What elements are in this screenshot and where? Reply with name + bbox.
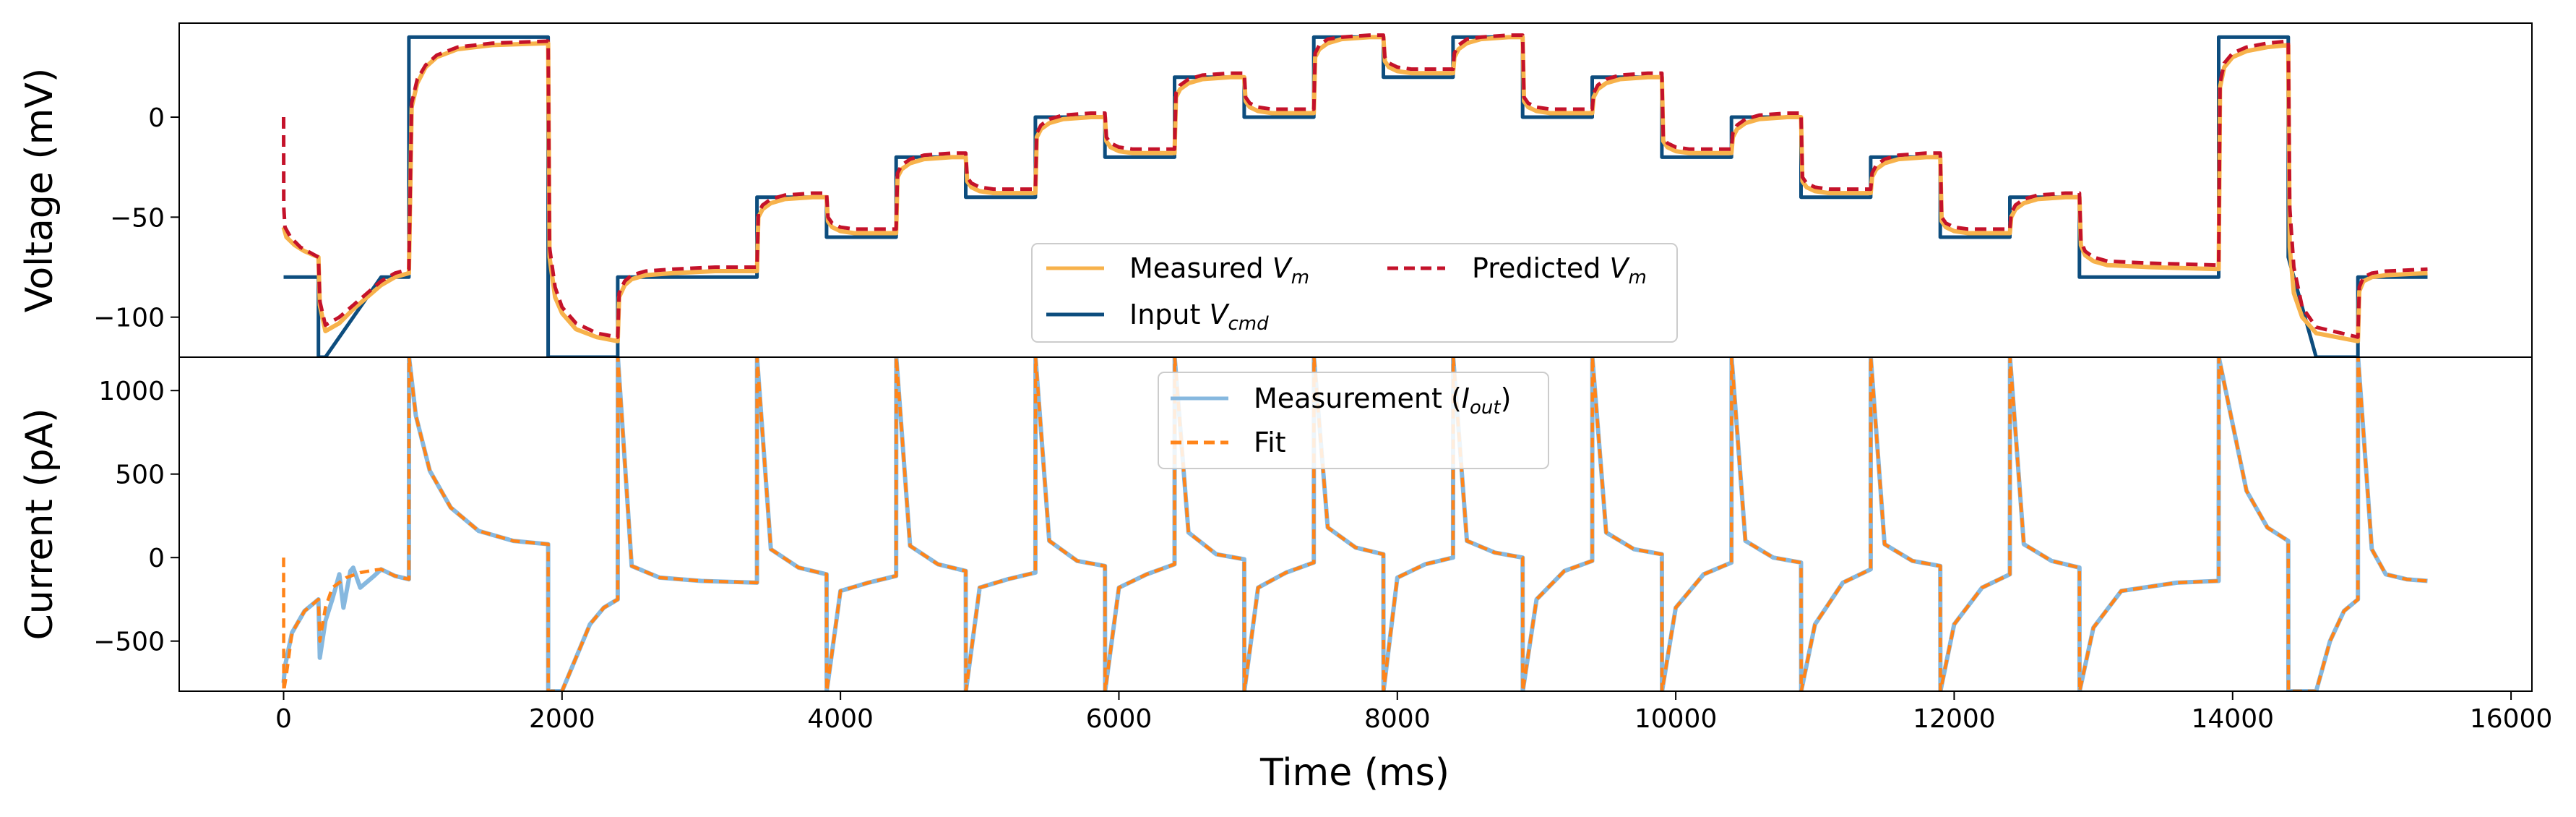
time-x-tick-label: 14000 — [2192, 704, 2275, 734]
voltage-legend: Measured Vm Predicted Vm Input Vcmd — [1031, 243, 1678, 343]
time-x-tick-label: 12000 — [1913, 704, 1996, 734]
series-measured-line — [281, 35, 2428, 343]
current-y-tick-label: 1000 — [98, 377, 165, 406]
legend-label-fit: Fit — [1254, 427, 1286, 458]
voltage-legend-box — [1031, 243, 1678, 343]
current-panel: 1000 500 0 −500 0 2000 4000 6000 8000 10000 12000… — [18, 356, 2552, 795]
time-x-tick-label: 10000 — [1634, 704, 1718, 734]
current-y-tick-label: −500 — [93, 628, 165, 657]
current-legend: Measurement (Iout) Fit — [1158, 372, 1549, 469]
series-predicted-line — [282, 33, 2428, 339]
voltage-panel: 0 −50 −100 Voltage (mV) Measured Vm Predic… — [18, 22, 2533, 358]
time-x-axis-label: Time (ms) — [1259, 751, 1449, 795]
voltage-y-tick-label: −100 — [93, 304, 165, 333]
time-x-tick-label: 4000 — [807, 704, 874, 734]
legend-label-input-vcmd: Input Vcmd — [1129, 299, 1269, 335]
current-y-ticks: 1000 500 0 −500 — [93, 377, 179, 657]
current-legend-box — [1158, 372, 1549, 469]
voltage-y-ticks: 0 −50 −100 — [93, 103, 179, 333]
time-x-tick-label: 2000 — [529, 704, 595, 734]
time-x-tick-label: 0 — [275, 704, 292, 734]
current-y-tick-label: 0 — [148, 544, 165, 573]
legend-label-measurement-iout: Measurement (Iout) — [1254, 382, 1511, 419]
voltage-series-group — [281, 33, 2428, 357]
time-x-tick-label: 16000 — [2470, 704, 2553, 734]
voltage-y-tick-label: 0 — [148, 103, 165, 133]
current-axes-frame — [178, 356, 2533, 692]
voltage-y-axis-label: Voltage (mV) — [18, 68, 61, 312]
legend-label-predicted-vm: Predicted Vm — [1472, 252, 1647, 288]
legend-label-measured-vm: Measured Vm — [1129, 252, 1309, 288]
time-x-ticks: 0 2000 4000 6000 8000 10000 12000 14000 16000 — [275, 691, 2552, 734]
voltage-y-tick-label: −50 — [110, 203, 165, 233]
current-y-axis-label: Current (pA) — [18, 408, 61, 641]
time-x-tick-label: 8000 — [1364, 704, 1431, 734]
time-x-tick-label: 6000 — [1086, 704, 1153, 734]
current-y-tick-label: 500 — [115, 461, 165, 490]
